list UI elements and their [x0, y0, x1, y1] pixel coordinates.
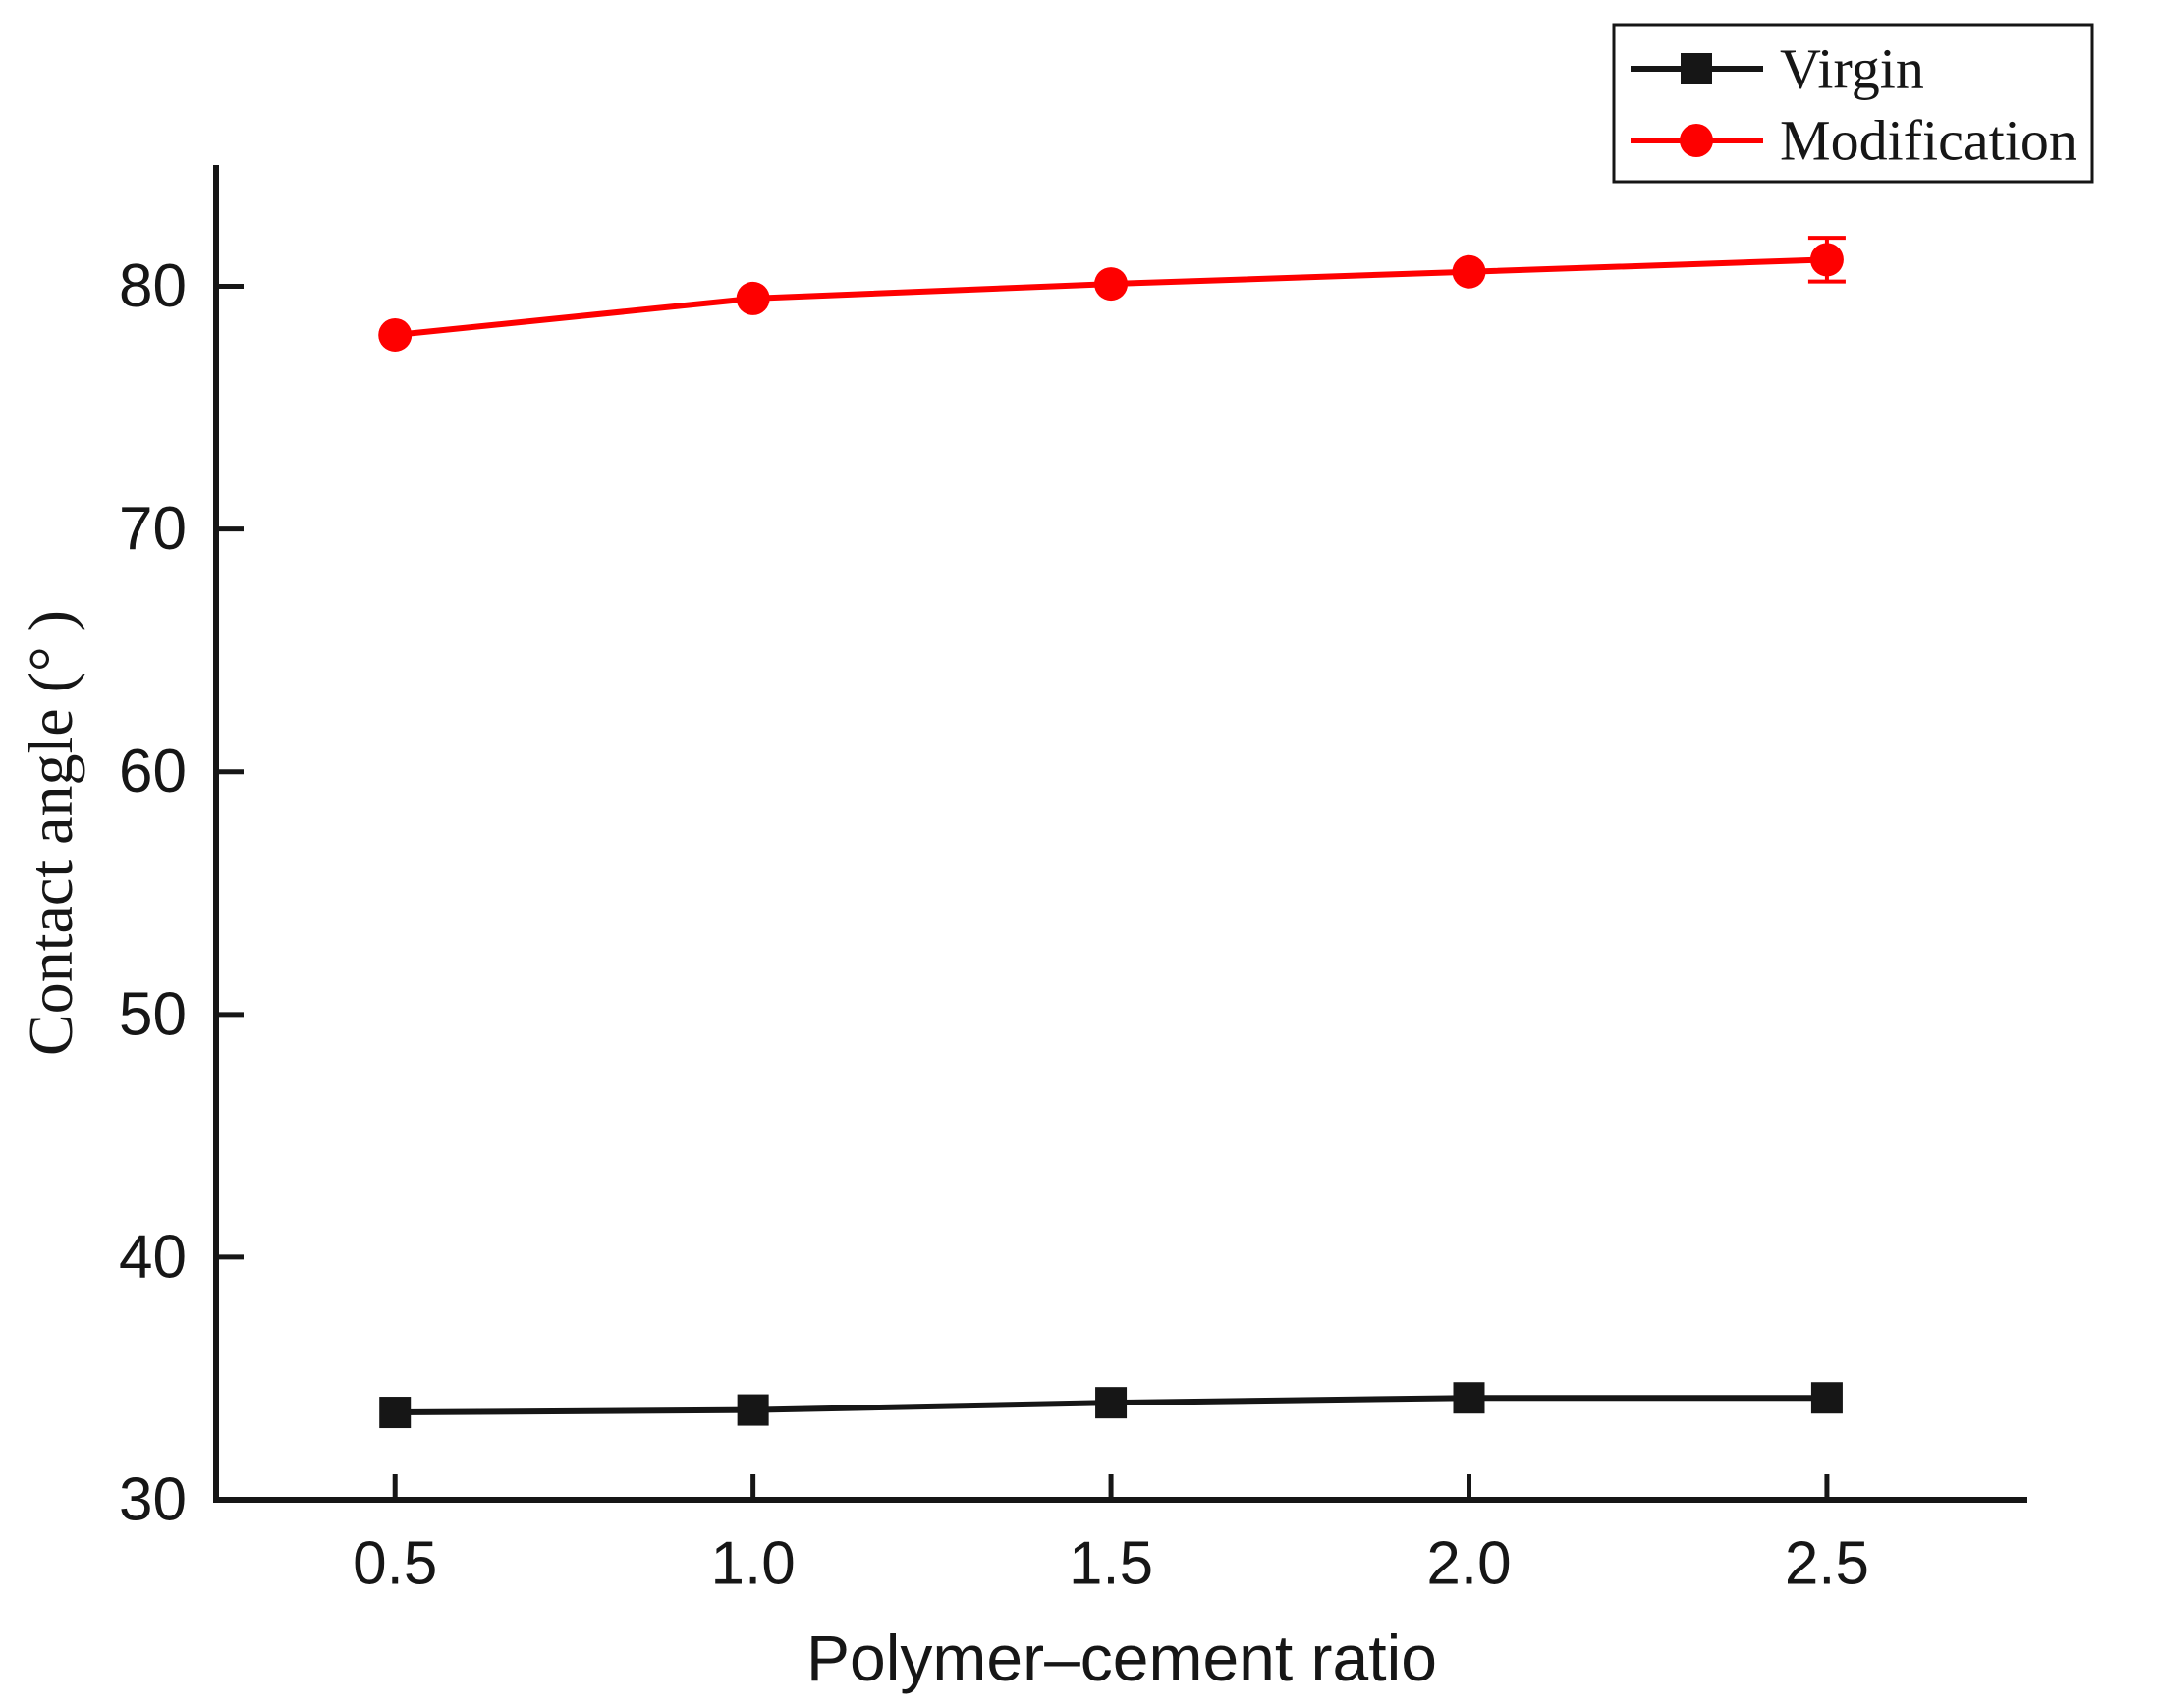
- data-series: [378, 236, 1846, 1429]
- y-tick-label: 30: [119, 1466, 187, 1534]
- x-tick-label: 0.5: [353, 1530, 437, 1598]
- data-point-circle: [1809, 243, 1844, 277]
- legend-label-modification: Modification: [1780, 109, 2077, 173]
- y-tick-label: 80: [119, 252, 187, 320]
- data-point-square: [1453, 1382, 1485, 1414]
- x-tick-label: 2.0: [1426, 1530, 1511, 1598]
- legend-label-virgin: Virgin: [1780, 37, 1924, 101]
- x-tick-label: 1.5: [1069, 1530, 1153, 1598]
- y-tick-label: 40: [119, 1223, 187, 1291]
- y-tick-label: 50: [119, 980, 187, 1048]
- y-axis-title: Contact angle (° ): [16, 610, 85, 1056]
- y-tick-label: 60: [119, 738, 187, 805]
- legend: Virgin Modification: [1612, 23, 2094, 184]
- x-tick-label: 1.0: [711, 1530, 796, 1598]
- x-axis-title: Polymer–cement ratio: [806, 1622, 1437, 1694]
- legend-marker-circle: [1680, 124, 1713, 157]
- data-point-square: [1810, 1382, 1843, 1414]
- x-tick-label: 2.5: [1785, 1530, 1869, 1598]
- data-point-square: [737, 1394, 769, 1426]
- data-point-circle: [736, 281, 770, 315]
- data-point-square: [379, 1397, 412, 1429]
- data-point-circle: [1452, 254, 1486, 289]
- data-point-circle: [1094, 267, 1129, 302]
- axes: 0.5 1.0 1.5 2.0 2.5 30 40 50 60 70 80: [119, 165, 2027, 1598]
- data-point-square: [1095, 1387, 1128, 1419]
- data-point-circle: [378, 317, 413, 352]
- y-tick-label: 70: [119, 495, 187, 563]
- legend-marker-square: [1681, 53, 1712, 84]
